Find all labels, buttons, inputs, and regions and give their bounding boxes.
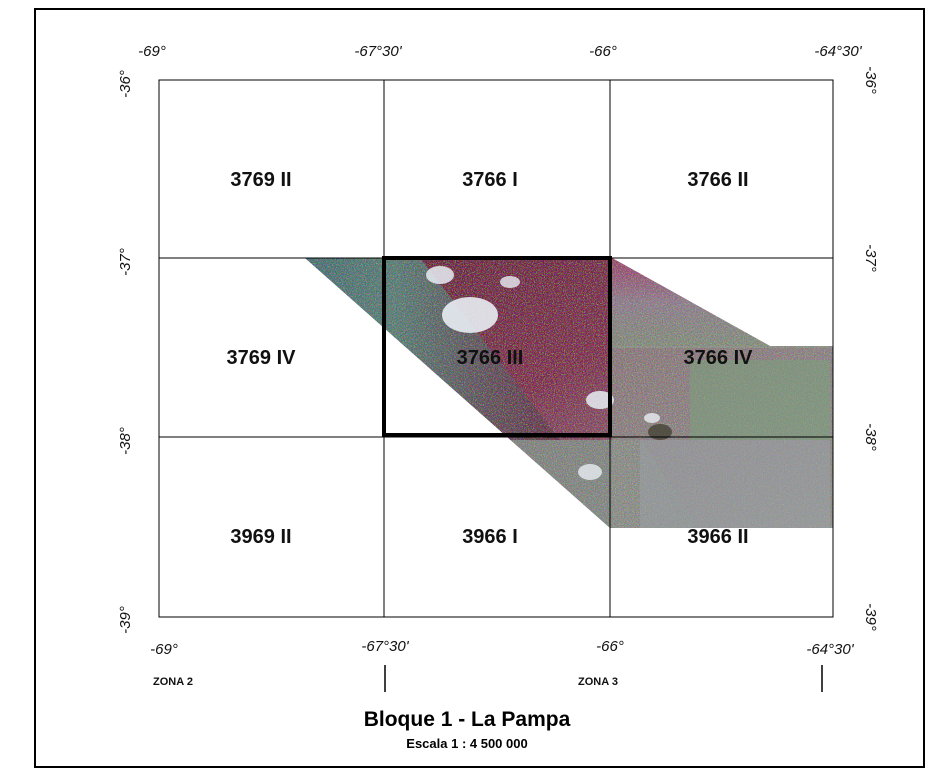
- latitude-label: -36°: [862, 66, 879, 94]
- sheet-label: 3966 I: [462, 526, 518, 548]
- sheet-label: 3769 IV: [227, 347, 297, 369]
- sheet-labels: 3769 II 3766 I 3766 II 3769 IV 3766 III …: [227, 169, 754, 548]
- longitude-label: -67°30': [354, 43, 402, 60]
- sheet-label: 3766 I: [462, 169, 518, 191]
- longitude-label: -66°: [589, 43, 617, 60]
- latitude-label: -39°: [117, 606, 134, 634]
- longitude-label: -64°30': [814, 43, 862, 60]
- longitude-labels-bottom: -69° -67°30' -66° -64°30': [150, 638, 855, 658]
- latitude-label: -38°: [117, 427, 134, 455]
- sheet-label: 3766 II: [687, 169, 748, 191]
- longitude-label: -64°30': [806, 641, 854, 658]
- latitude-labels-left: -36° -37° -38° -39°: [117, 70, 134, 634]
- longitude-label: -67°30': [361, 638, 409, 655]
- sheet-label: 3969 II: [230, 526, 291, 548]
- latitude-label: -39°: [862, 603, 879, 631]
- longitude-label: -66°: [596, 638, 624, 655]
- zone-indicators: ZONA 2 ZONA 3: [153, 665, 823, 692]
- map-title: Bloque 1 - La Pampa: [364, 708, 571, 731]
- zone-label: ZONA 2: [153, 676, 193, 688]
- satellite-image-strip: [305, 258, 833, 528]
- latitude-labels-right: -36° -37° -38° -39°: [862, 66, 879, 631]
- latitude-label: -37°: [117, 248, 134, 276]
- sheet-label: 3766 III: [457, 347, 524, 369]
- zone-label: ZONA 3: [578, 676, 618, 688]
- sheet-label: 3966 II: [687, 526, 748, 548]
- latitude-label: -38°: [862, 423, 879, 451]
- latitude-label: -37°: [862, 244, 879, 272]
- longitude-label: -69°: [138, 43, 166, 60]
- latitude-label: -36°: [117, 70, 134, 98]
- highlighted-sheet-box: [382, 256, 612, 437]
- sheet-label: 3769 II: [230, 169, 291, 191]
- sheet-label: 3766 IV: [684, 347, 754, 369]
- longitude-labels-top: -69° -67°30' -66° -64°30': [138, 43, 863, 60]
- longitude-label: -69°: [150, 641, 178, 658]
- map-scale: Escala 1 : 4 500 000: [406, 736, 527, 751]
